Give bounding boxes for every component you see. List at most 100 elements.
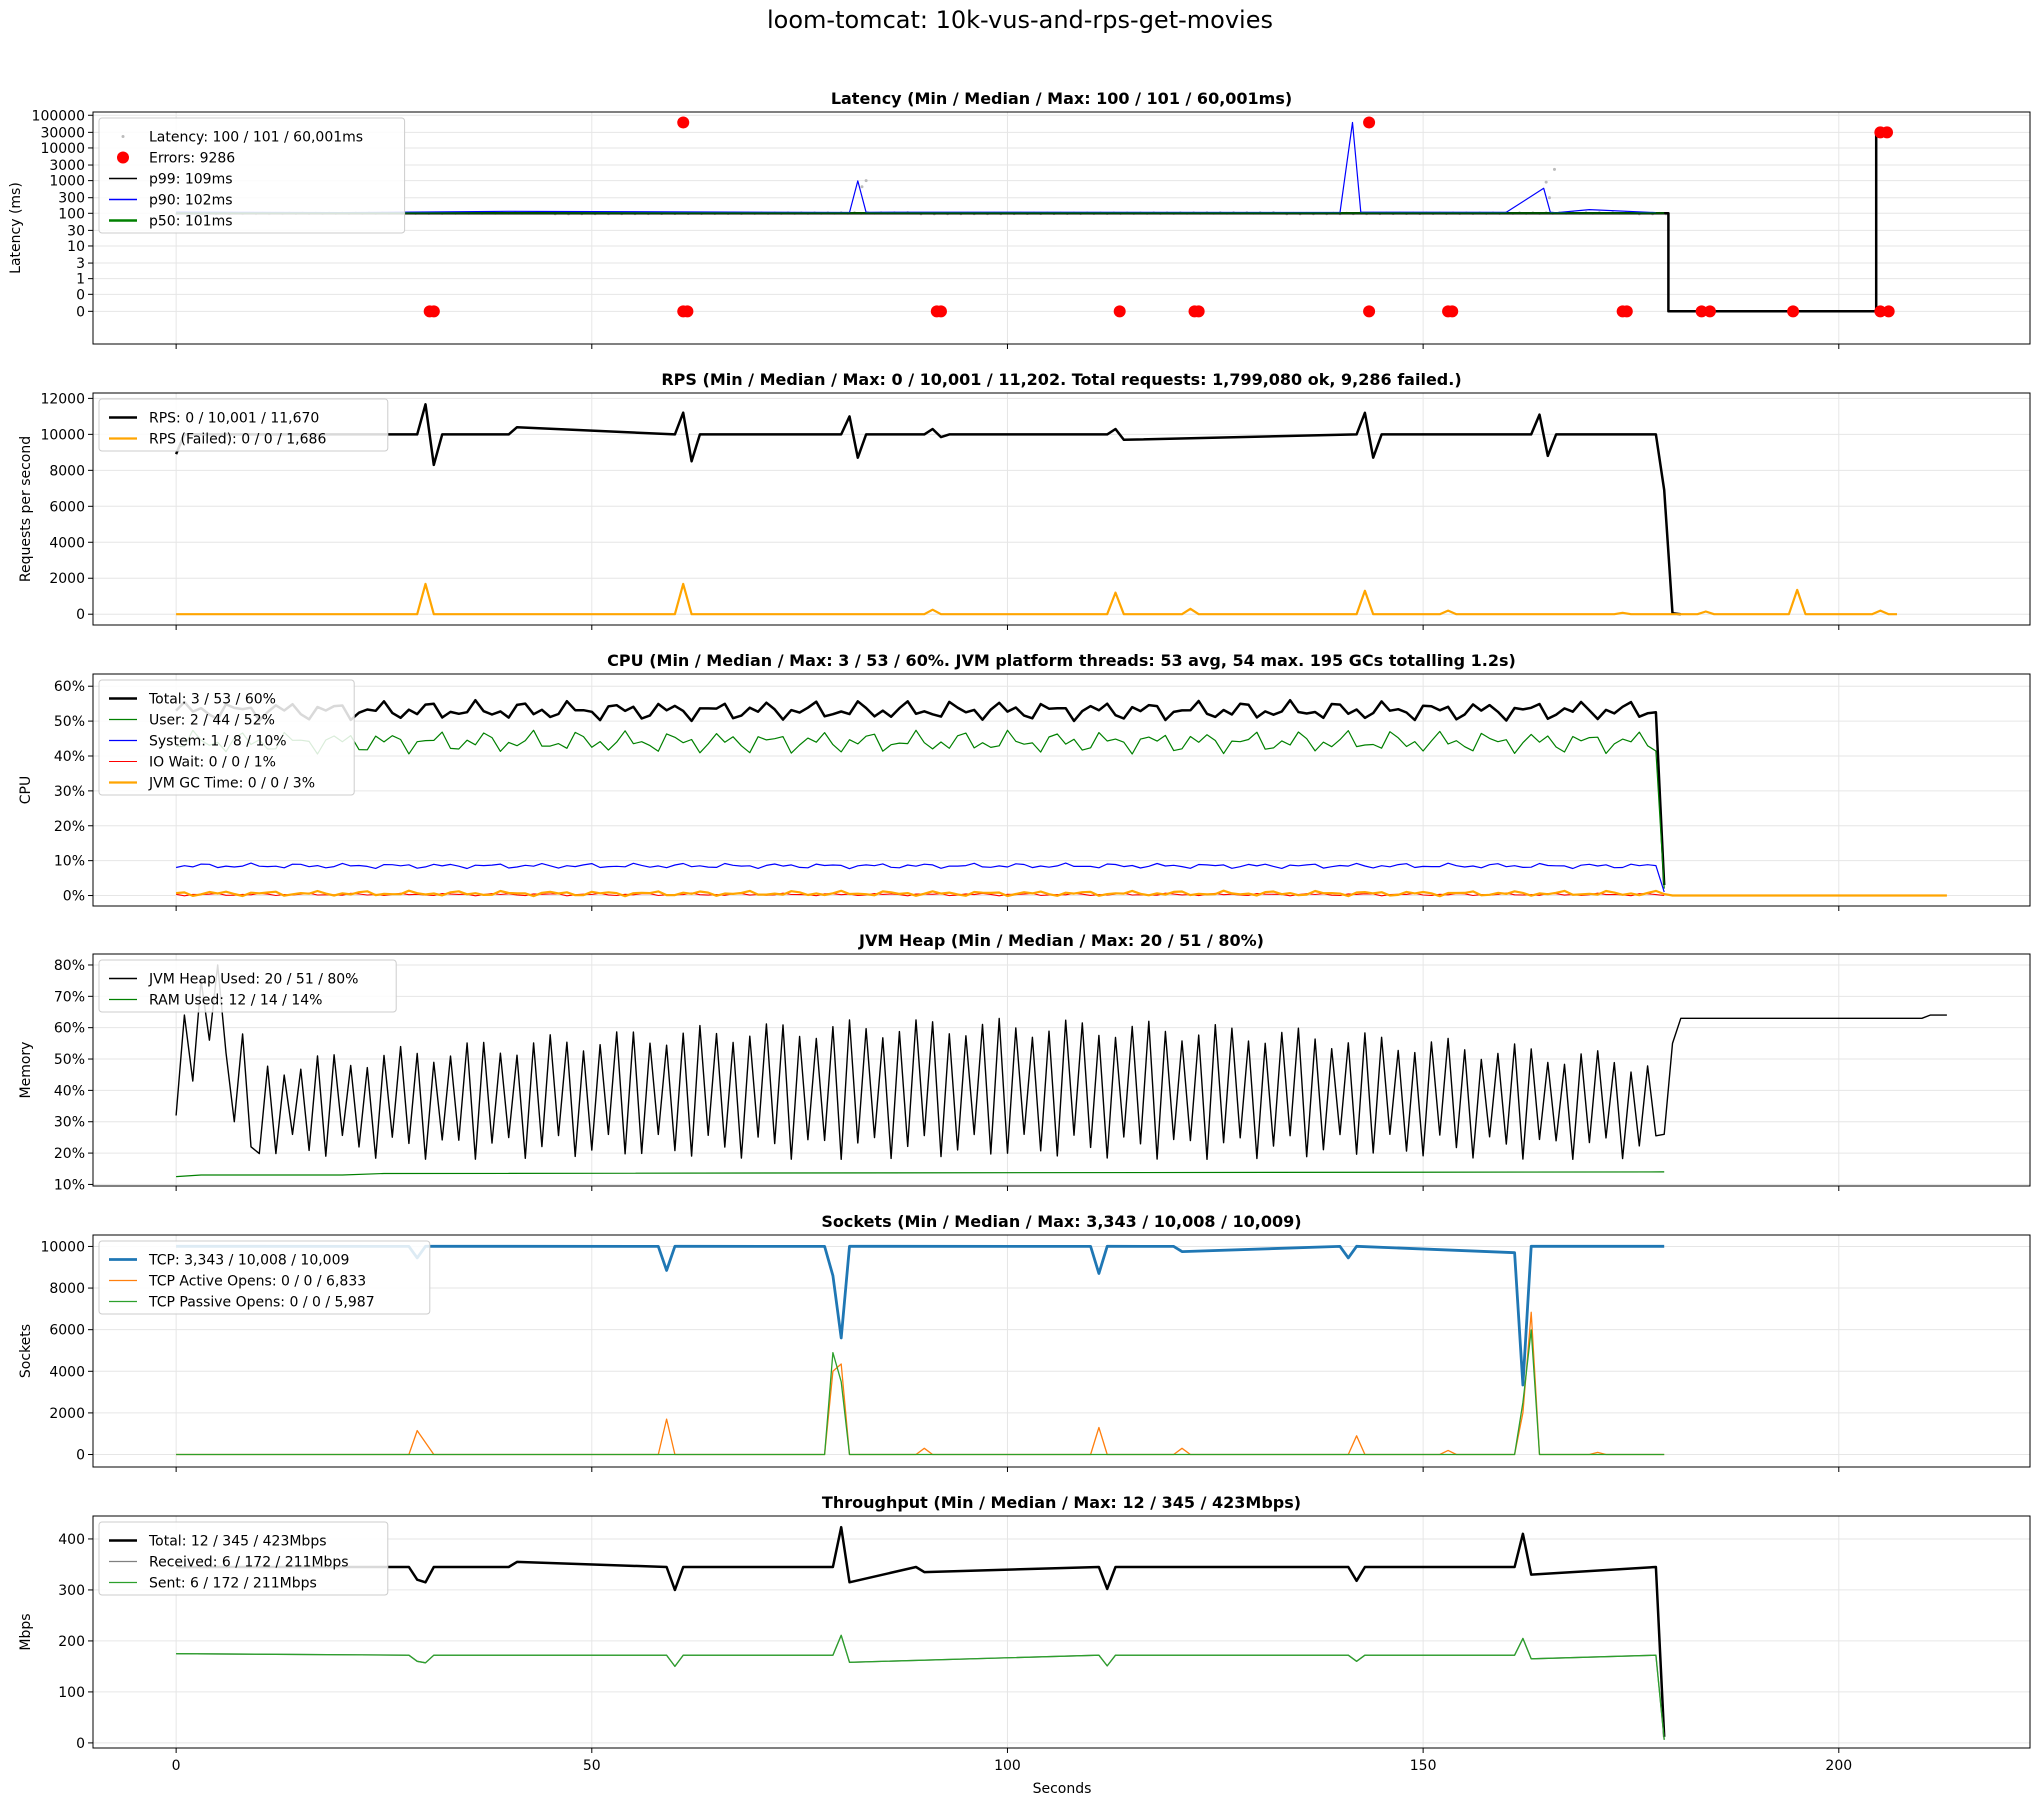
legend-label: JVM GC Time: 0 / 0 / 3% bbox=[148, 776, 315, 792]
y-tick-label: 10000 bbox=[40, 427, 85, 443]
y-tick-label: 0 bbox=[76, 607, 85, 623]
figure-title: loom-tomcat: 10k-vus-and-rps-get-movies bbox=[767, 6, 1273, 34]
legend-label: RPS (Failed): 0 / 0 / 1,686 bbox=[149, 432, 326, 448]
y-tick-label: 0 bbox=[76, 1448, 85, 1464]
legend-box bbox=[98, 959, 397, 1013]
legend-label: Received: 6 / 172 / 211Mbps bbox=[149, 1555, 349, 1571]
x-tick-label: 200 bbox=[1825, 1758, 1852, 1774]
error-marker bbox=[1446, 305, 1459, 318]
y-tick-label: 40% bbox=[54, 749, 85, 765]
y-tick-label: 100 bbox=[58, 206, 85, 222]
y-tick-label: 100 bbox=[58, 1685, 85, 1701]
y-axis-label: Mbps bbox=[18, 1613, 34, 1650]
y-tick-label: 1000 bbox=[49, 174, 85, 190]
series-line-sockets-1 bbox=[176, 1311, 1665, 1456]
legend-marker bbox=[117, 151, 129, 164]
series-line-sockets-2 bbox=[176, 1329, 1665, 1456]
latency-point bbox=[1552, 167, 1556, 171]
error-marker bbox=[1881, 126, 1894, 139]
y-tick-label: 60% bbox=[54, 1021, 85, 1037]
axes-frame bbox=[92, 111, 2031, 345]
series-line-heap-0 bbox=[175, 964, 1947, 1160]
error-marker bbox=[677, 116, 690, 129]
y-tick-label: 3 bbox=[76, 256, 85, 272]
y-tick-label: 200 bbox=[58, 1634, 85, 1650]
panel-latency: 10000030000100003000100030010030103100La… bbox=[8, 89, 2031, 349]
y-tick-label: 2000 bbox=[49, 571, 85, 587]
legend-sockets: TCP: 3,343 / 10,008 / 10,009 TCP Active O… bbox=[98, 1240, 431, 1315]
legend-heap: JVM Heap Used: 20 / 51 / 80% RAM Used: 12… bbox=[98, 959, 397, 1013]
y-tick-label: 2000 bbox=[49, 1406, 85, 1422]
legend-box bbox=[98, 1240, 431, 1315]
error-marker bbox=[1620, 305, 1633, 318]
series-line-rps-0 bbox=[174, 403, 1681, 616]
y-tick-label: 30% bbox=[54, 784, 85, 800]
plot-area-cpu bbox=[175, 698, 1947, 898]
panel-title: RPS (Min / Median / Max: 0 / 10,001 / 11… bbox=[661, 370, 1461, 389]
y-tick-label: 12000 bbox=[40, 391, 85, 407]
panel-throughput: 0 100 200 300 400 0 50 100 150 200 Throughput (Min… bbox=[18, 1493, 2031, 1774]
plot-area-latency bbox=[174, 116, 1895, 318]
panel-sockets: 0 2000 4000 6000 8000 10000 Sockets (Min / Med… bbox=[18, 1212, 2031, 1472]
legend-latency: Latency: 100 / 101 / 60,001ms Errors: 928… bbox=[98, 117, 406, 234]
legend-box bbox=[98, 398, 389, 452]
y-tick-label: 300 bbox=[58, 1583, 85, 1599]
series-line-latency-0 bbox=[176, 132, 1878, 313]
plot-area-sockets bbox=[176, 1244, 1665, 1456]
legend-label: TCP Passive Opens: 0 / 0 / 5,987 bbox=[148, 1295, 375, 1311]
legend-label: User: 2 / 44 / 52% bbox=[149, 713, 275, 729]
legend-label: RAM Used: 12 / 14 / 14% bbox=[149, 993, 322, 1009]
y-tick-label: 30000 bbox=[40, 125, 85, 141]
axes-frame bbox=[92, 1515, 2031, 1749]
y-tick-label: 10% bbox=[54, 1177, 85, 1193]
legend-throughput: Total: 12 / 345 / 423Mbps Received: 6 / 1… bbox=[98, 1521, 389, 1596]
y-tick-label: 30% bbox=[54, 1115, 85, 1131]
legend-box bbox=[98, 679, 355, 796]
legend-label: Errors: 9286 bbox=[149, 151, 235, 167]
error-marker bbox=[681, 305, 694, 318]
legend-label: p50: 101ms bbox=[149, 214, 233, 230]
y-tick-label: 3000 bbox=[49, 158, 85, 174]
y-axis-label: CPU bbox=[18, 776, 34, 804]
y-tick-label: 8000 bbox=[49, 463, 85, 479]
error-marker bbox=[1874, 305, 1887, 318]
series-line-cpu-2 bbox=[175, 862, 1665, 893]
y-tick-label: 20% bbox=[54, 819, 85, 835]
y-tick-label: 20% bbox=[54, 1146, 85, 1162]
panel-cpu: 0% 10% 20% 30% 40% 50% 60% CPU (Min / Median / … bbox=[18, 651, 2031, 911]
series-line-throughput-0 bbox=[176, 1525, 1666, 1737]
plot-area-rps bbox=[174, 403, 1897, 616]
y-tick-label: 0% bbox=[63, 889, 85, 905]
panel-title: Throughput (Min / Median / Max: 12 / 345… bbox=[822, 1493, 1301, 1512]
y-tick-label: 6000 bbox=[49, 1323, 85, 1339]
plot-area-heap bbox=[175, 964, 1947, 1178]
error-marker bbox=[427, 305, 440, 318]
legend-label: System: 1 / 8 / 10% bbox=[149, 734, 287, 750]
y-tick-label: 10000 bbox=[40, 1239, 85, 1255]
legend-label: Latency: 100 / 101 / 60,001ms bbox=[149, 130, 363, 146]
series-line-sockets-0 bbox=[176, 1244, 1665, 1387]
plot-area-throughput bbox=[176, 1525, 1666, 1740]
legend-cpu: Total: 3 / 53 / 60% User: 2 / 44 / 52% Sys… bbox=[98, 679, 355, 796]
latency-point bbox=[1544, 180, 1548, 184]
legend-box bbox=[98, 117, 406, 234]
series-line-rps-1 bbox=[176, 582, 1897, 616]
x-axis-label: Seconds bbox=[1033, 1781, 1092, 1797]
axes-frame bbox=[92, 953, 2031, 1187]
y-tick-label: 6000 bbox=[49, 499, 85, 515]
error-marker bbox=[1363, 305, 1376, 318]
latency-point bbox=[864, 179, 868, 183]
legend-label: TCP: 3,343 / 10,008 / 10,009 bbox=[148, 1253, 349, 1269]
legend-marker bbox=[121, 135, 125, 138]
axes-frame bbox=[92, 392, 2031, 626]
y-tick-label: 50% bbox=[54, 714, 85, 730]
y-tick-label: 4000 bbox=[49, 535, 85, 551]
error-marker bbox=[1695, 305, 1708, 318]
panel-title: CPU (Min / Median / Max: 3 / 53 / 60%. J… bbox=[607, 651, 1516, 670]
y-tick-label: 80% bbox=[54, 958, 85, 974]
error-marker bbox=[1113, 305, 1126, 318]
legend-label: TCP Active Opens: 0 / 0 / 6,833 bbox=[148, 1274, 366, 1290]
error-marker bbox=[1787, 305, 1800, 318]
legend-rps: RPS: 0 / 10,001 / 11,670 RPS (Failed): 0 … bbox=[98, 398, 389, 452]
y-tick-label: 30 bbox=[67, 223, 85, 239]
